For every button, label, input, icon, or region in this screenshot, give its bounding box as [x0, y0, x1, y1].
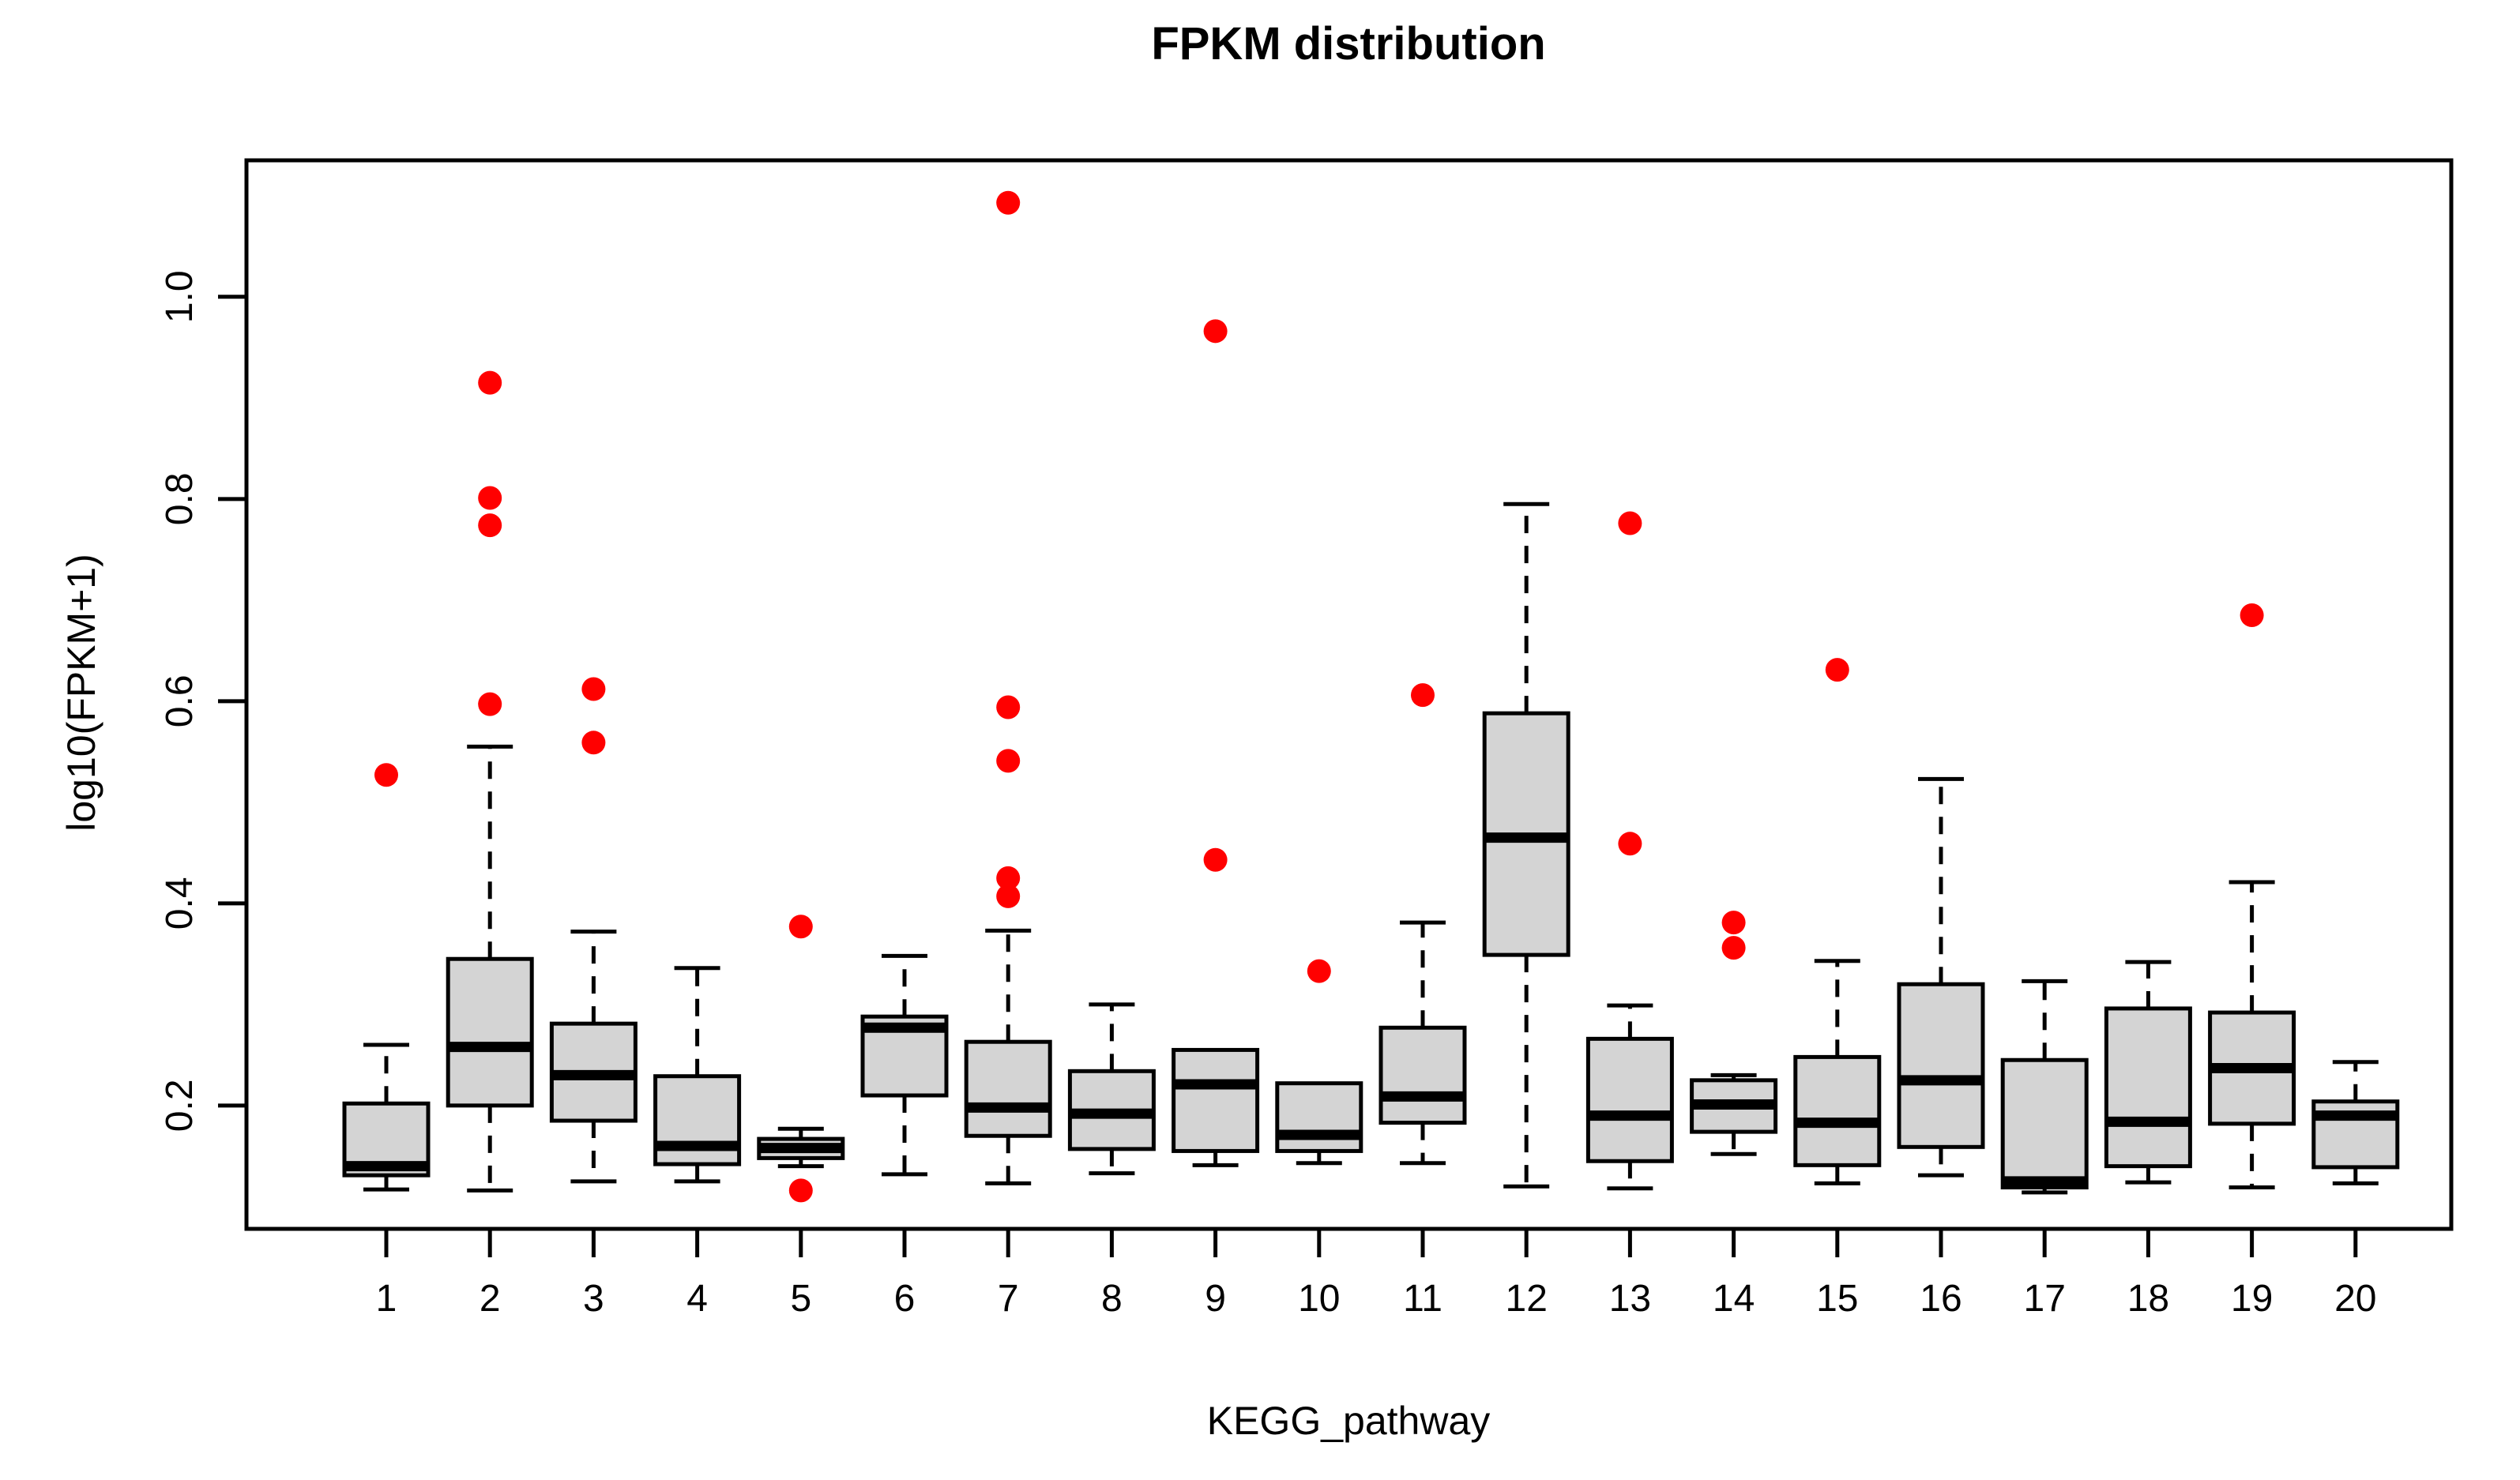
- y-tick-label: 0.2: [159, 1079, 201, 1132]
- outlier-point: [1721, 911, 1746, 935]
- boxplot-box-1: [342, 763, 431, 1192]
- outlier-point: [996, 884, 1021, 908]
- iqr-box: [446, 956, 534, 1108]
- x-tick-label: 9: [1205, 1278, 1226, 1320]
- boxplot-box-2: [446, 370, 534, 1193]
- iqr-box: [1793, 1054, 1882, 1167]
- x-tick-label: 5: [790, 1278, 811, 1320]
- iqr-box: [2104, 1006, 2192, 1169]
- boxplot-box-12: [1482, 501, 1570, 1189]
- x-tick-label: 19: [2231, 1278, 2273, 1320]
- outlier-point: [1618, 832, 1642, 856]
- chart-title: FPKM distribution: [1151, 18, 1546, 69]
- x-tick-label: 6: [894, 1278, 916, 1320]
- iqr-box: [1378, 1025, 1467, 1125]
- x-tick-label: 3: [583, 1278, 604, 1320]
- y-tick-label: 0.8: [159, 472, 201, 525]
- x-tick-label: 1: [376, 1278, 397, 1320]
- outlier-point: [581, 731, 606, 755]
- outlier-point: [478, 370, 502, 395]
- x-axis-label: KEGG_pathway: [1206, 1399, 1491, 1443]
- iqr-box: [1585, 1036, 1674, 1163]
- outlier-point: [1618, 511, 1642, 535]
- boxplot-box-13: [1585, 511, 1674, 1191]
- outlier-point: [1307, 959, 1331, 983]
- boxplot-box-20: [2311, 1060, 2400, 1185]
- y-tick-label: 0.6: [159, 674, 201, 727]
- outlier-point: [1721, 936, 1746, 960]
- boxplot-box-6: [860, 953, 949, 1177]
- boxplot-box-19: [2208, 603, 2296, 1190]
- boxplot-box-11: [1378, 683, 1467, 1166]
- boxplot-box-9: [1172, 319, 1260, 1167]
- boxplot-box-7: [964, 190, 1052, 1185]
- iqr-box: [964, 1039, 1052, 1138]
- boxplot-box-17: [2000, 979, 2089, 1195]
- outlier-point: [478, 486, 502, 510]
- boxplot-box-3: [549, 677, 638, 1184]
- y-tick-label: 1.0: [159, 270, 201, 323]
- x-tick-label: 16: [1920, 1278, 1961, 1320]
- iqr-box: [2000, 1057, 2089, 1190]
- outlier-point: [996, 190, 1021, 215]
- x-tick-label: 14: [1713, 1278, 1755, 1320]
- iqr-box: [1275, 1081, 1363, 1153]
- outlier-point: [374, 763, 398, 787]
- boxplot-box-14: [1690, 911, 1778, 1156]
- outlier-point: [1825, 658, 1849, 682]
- boxplot-box-10: [1275, 959, 1363, 1166]
- iqr-box: [1897, 982, 1985, 1149]
- outlier-point: [788, 1178, 813, 1203]
- outlier-point: [788, 915, 813, 939]
- x-tick-label: 15: [1816, 1278, 1858, 1320]
- outlier-point: [478, 692, 502, 716]
- outlier-point: [996, 695, 1021, 719]
- boxplot-box-8: [1067, 1002, 1156, 1176]
- boxplot-box-15: [1793, 658, 1882, 1185]
- iqr-box: [1172, 1047, 1260, 1153]
- x-tick-label: 7: [998, 1278, 1019, 1320]
- x-tick-label: 12: [1506, 1278, 1548, 1320]
- x-tick-label: 13: [1609, 1278, 1651, 1320]
- boxplot-box-16: [1897, 776, 1985, 1178]
- x-tick-label: 20: [2334, 1278, 2376, 1320]
- boxplot-box-18: [2104, 960, 2192, 1185]
- outlier-point: [581, 677, 606, 701]
- x-tick-label: 11: [1403, 1278, 1442, 1320]
- outlier-point: [478, 513, 502, 538]
- x-tick-label: 10: [1298, 1278, 1340, 1320]
- plot-border: [244, 158, 2454, 1231]
- outlier-point: [1203, 847, 1228, 872]
- boxplot-box-5: [757, 915, 845, 1203]
- outlier-point: [1203, 319, 1228, 344]
- x-tick-label: 2: [480, 1278, 501, 1320]
- outlier-point: [996, 866, 1021, 890]
- boxplot-box-4: [653, 966, 742, 1184]
- y-tick-label: 0.4: [159, 877, 201, 930]
- outlier-point: [1411, 683, 1435, 708]
- x-tick-label: 8: [1101, 1278, 1123, 1320]
- outlier-point: [996, 749, 1021, 773]
- x-tick-label: 4: [686, 1278, 708, 1320]
- outlier-point: [2240, 603, 2264, 628]
- x-tick-label: 17: [2024, 1278, 2066, 1320]
- x-tick-label: 18: [2127, 1278, 2169, 1320]
